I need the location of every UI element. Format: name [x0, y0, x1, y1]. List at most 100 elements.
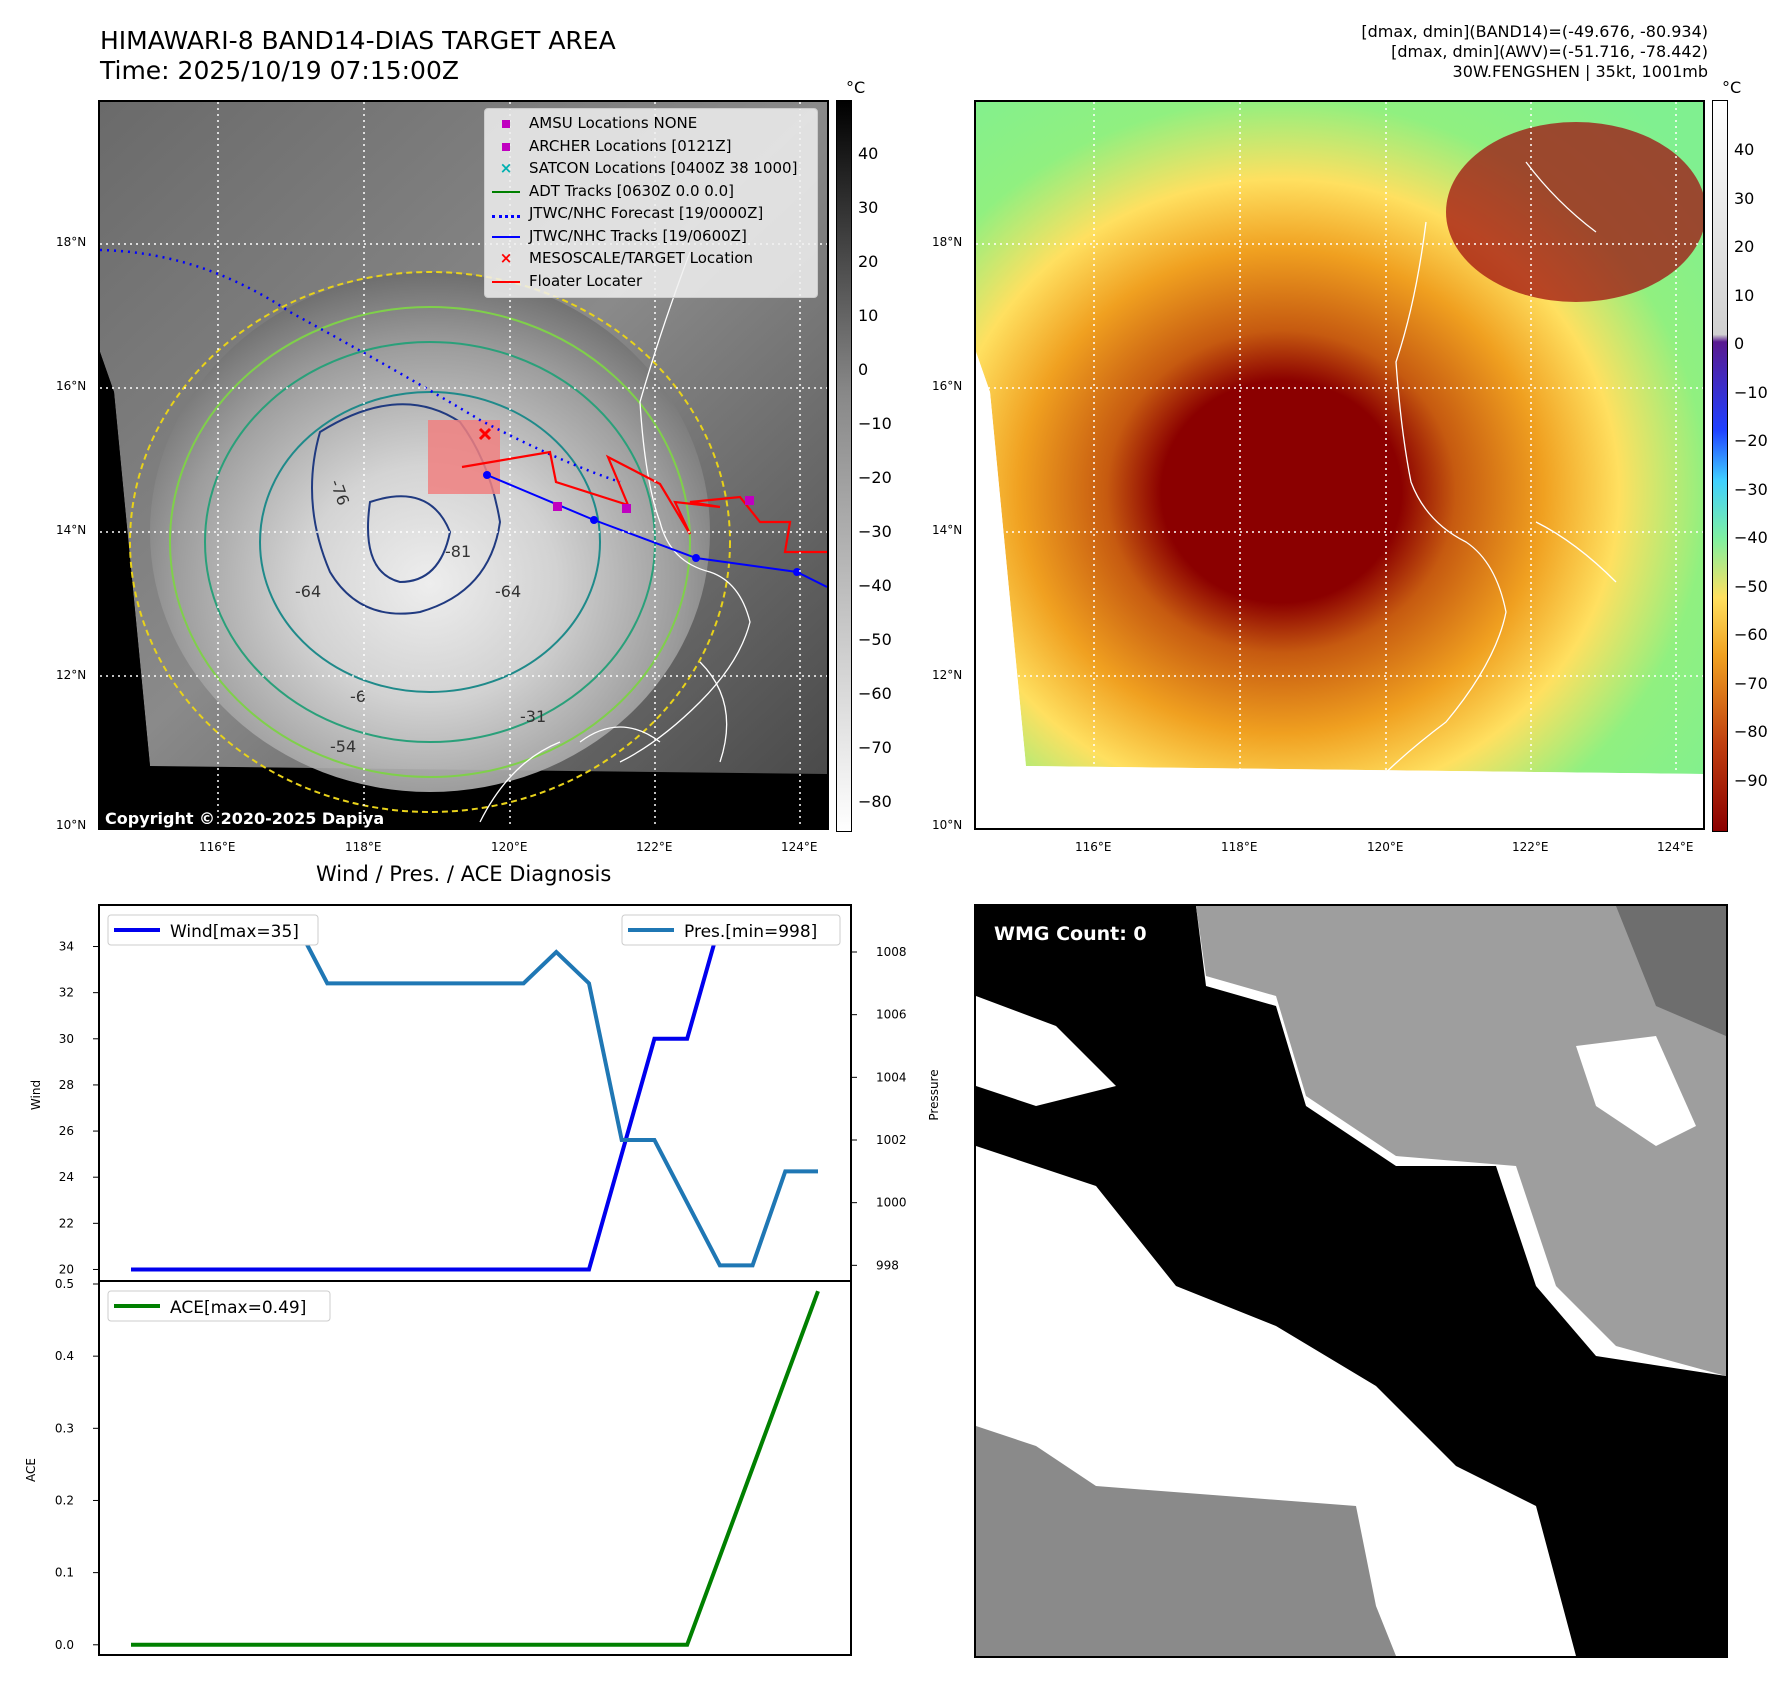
- wmg-canvas: WMG Count: 0: [976, 906, 1726, 1656]
- ace-tick-label: 0.3: [55, 1421, 74, 1435]
- band14-map: -76 -81 -64 -64 -31 -54 -6: [98, 100, 829, 830]
- wind-tick-label: 24: [59, 1170, 74, 1184]
- lat-label: 14°N: [56, 523, 87, 537]
- lon-label: 124°E: [781, 840, 818, 854]
- contour-label: -31: [520, 707, 546, 726]
- legend-marker: ×: [499, 249, 513, 268]
- left-colorbar-unit: °C: [846, 78, 866, 97]
- lon-label: 120°E: [1367, 840, 1404, 854]
- colorbar-tick-label: 10: [1734, 285, 1755, 305]
- ace-tick-label: 0.1: [55, 1566, 74, 1580]
- ace-legend-label: ACE[max=0.49]: [170, 1298, 306, 1318]
- legend-label: ARCHER Locations [0121Z]: [529, 136, 732, 155]
- lat-label: 10°N: [932, 818, 963, 832]
- wind-legend-label: Wind[max=35]: [170, 922, 299, 942]
- colorbar-tick-label: 0: [858, 360, 869, 379]
- figure-time: Time: 2025/10/19 07:15:00Z: [100, 56, 459, 85]
- ace-tick-label: 0.4: [55, 1349, 74, 1363]
- wmg-panel: WMG Count: 0: [974, 904, 1728, 1658]
- storm-info: 30W.FENGSHEN | 35kt, 1001mb: [1452, 62, 1708, 81]
- colorbar-tick-label: −80: [858, 792, 892, 811]
- legend-item: AMSU Locations NONE: [491, 112, 811, 135]
- ace-series-line: [131, 1290, 820, 1647]
- right-colorbar-unit: °C: [1722, 78, 1742, 97]
- colorbar-tick-label: −50: [858, 630, 892, 649]
- legend-label: ADT Tracks [0630Z 0.0 0.0]: [529, 181, 734, 200]
- wmg-black-region: [976, 906, 1726, 1656]
- brightness-contours: [129, 271, 731, 813]
- legend-label: JTWC/NHC Tracks [19/0600Z]: [529, 226, 747, 245]
- pressure-legend-label: Pres.[min=998]: [684, 922, 817, 942]
- colorbar-tick-label: −70: [858, 738, 892, 757]
- colorbar-tick-label: 30: [1734, 188, 1755, 208]
- pressure-axis-label: Pressure: [927, 1069, 940, 1120]
- legend-marker: [491, 272, 521, 290]
- lat-label: 10°N: [56, 818, 87, 832]
- colorbar-tick-label: −30: [1734, 479, 1768, 499]
- pressure-tick-label: 1004: [876, 1070, 907, 1084]
- legend-label: Floater Locater: [529, 271, 643, 290]
- ace-axes: [98, 1280, 852, 1656]
- wind-tick-label: 20: [59, 1262, 74, 1276]
- dry-region: [1446, 122, 1703, 302]
- diagnosis-charts: 202224262830323499810001002100410061008 …: [24, 904, 940, 1656]
- contour-label: -81: [445, 542, 471, 561]
- right-colorbar: [1712, 100, 1728, 832]
- ace-tick-label: 0.0: [55, 1638, 74, 1652]
- legend-item: × SATCON Locations [0400Z 38 1000]: [491, 157, 811, 180]
- awv-range: [dmax, dmin](AWV)=(-51.716, -78.442): [1391, 42, 1708, 61]
- wind-tick-label: 32: [59, 986, 74, 1000]
- floater-locater: [461, 450, 827, 554]
- contour-label: -64: [495, 582, 521, 601]
- lat-label: 18°N: [56, 235, 87, 249]
- lon-label: 116°E: [1075, 840, 1112, 854]
- wind-pressure-axes: [98, 904, 852, 1282]
- lat-label: 16°N: [932, 379, 963, 393]
- colorbar-tick-label: −40: [858, 576, 892, 595]
- lon-label: 124°E: [1657, 840, 1694, 854]
- lon-label: 122°E: [1512, 840, 1549, 854]
- legend-label: SATCON Locations [0400Z 38 1000]: [529, 159, 798, 178]
- lon-label: 122°E: [636, 840, 673, 854]
- pressure-tick-label: 998: [876, 1258, 899, 1272]
- lat-label: 16°N: [56, 379, 87, 393]
- legend-marker: [491, 227, 521, 245]
- jtwc-track-points: [483, 471, 801, 576]
- archer-markers: [553, 496, 754, 513]
- legend-label: JTWC/NHC Forecast [19/0000Z]: [529, 204, 764, 223]
- colorbar-tick-label: 40: [858, 144, 879, 163]
- contour-label: -64: [295, 582, 321, 601]
- contour-label: -54: [330, 737, 356, 756]
- colorbar-tick-label: −50: [1734, 576, 1768, 596]
- colorbar-tick-label: −90: [1734, 770, 1768, 790]
- wmg-lightgray-region: [1196, 906, 1726, 1376]
- lat-label: 18°N: [932, 235, 963, 249]
- wind-tick-label: 30: [59, 1032, 74, 1046]
- colorbar-tick-label: −40: [1734, 528, 1768, 547]
- legend-item: JTWC/NHC Tracks [19/0600Z]: [491, 225, 811, 248]
- coastline: [479, 251, 751, 823]
- contour-label: -6: [350, 687, 366, 706]
- ace-tick-label: 0.5: [55, 1277, 74, 1291]
- colorbar-tick-label: −60: [1734, 625, 1768, 644]
- figure-title-block: HIMAWARI-8 BAND14-DIAS TARGET AREA Time:…: [100, 26, 616, 86]
- wmg-midgray-region: [976, 1426, 1396, 1656]
- lon-label: 116°E: [199, 840, 236, 854]
- target-marker: [478, 427, 492, 441]
- pressure-legend: Pres.[min=998]: [621, 914, 841, 946]
- colorbar-tick-label: −30: [858, 522, 892, 541]
- legend-label: AMSU Locations NONE: [529, 114, 698, 133]
- legend-label: MESOSCALE/TARGET Location: [529, 249, 754, 268]
- lat-label: 14°N: [932, 523, 963, 537]
- ace-ticks: 0.0 0.1 0.2 0.3 0.4 0.5: [55, 1277, 99, 1652]
- wind-tick-label: 34: [59, 940, 74, 954]
- lon-label: 120°E: [491, 840, 528, 854]
- wind-tick-label: 26: [59, 1124, 74, 1138]
- pressure-tick-label: 1002: [876, 1133, 907, 1147]
- map-legend: AMSU Locations NONE ARCHER Locations [012…: [484, 108, 818, 298]
- wind-tick-label: 28: [59, 1078, 74, 1092]
- legend-marker: [491, 114, 521, 132]
- map-gridlines: [976, 102, 1703, 828]
- wmg-darkgray-region: [1616, 906, 1726, 1036]
- figure-title: HIMAWARI-8 BAND14-DIAS TARGET AREA: [100, 26, 616, 55]
